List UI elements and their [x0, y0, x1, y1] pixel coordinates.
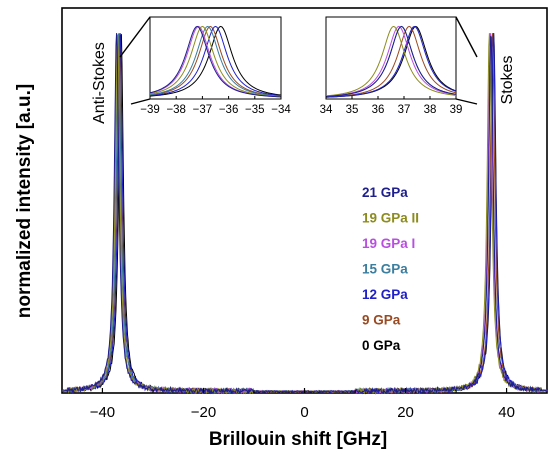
- legend-entry: 9 GPa: [362, 313, 401, 328]
- legend-entry: 0 GPa: [362, 338, 401, 353]
- inset-tick-label: 34: [320, 104, 333, 116]
- inset-tick-label: −34: [271, 104, 291, 116]
- inset2-series-group: [325, 25, 457, 98]
- inset-tick-label: 36: [372, 104, 385, 116]
- x-tick-label: 40: [498, 404, 515, 421]
- inset1-connector-top: [119, 16, 151, 58]
- legend-entry: 12 GPa: [362, 287, 408, 302]
- legend-entry: 15 GPa: [362, 262, 408, 277]
- series-line: [61, 33, 548, 395]
- x-tick-label: 0: [300, 404, 308, 421]
- y-axis-label: normalized intensity [a.u.]: [14, 84, 35, 318]
- inset-tick-label: 38: [424, 104, 437, 116]
- inset-tick-label: −38: [166, 104, 186, 116]
- inset-series-line: [149, 25, 282, 98]
- inset-series-line: [325, 25, 457, 97]
- inset1-connector-bottom: [130, 98, 151, 105]
- inset-tick-label: 37: [398, 104, 411, 116]
- inset-tick-label: 39: [450, 104, 463, 116]
- inset-tick-label: −35: [245, 104, 265, 116]
- inset-tick-label: −37: [193, 104, 213, 116]
- series-line: [61, 33, 548, 395]
- series-line: [61, 33, 548, 395]
- inset2-connector-top: [455, 16, 478, 58]
- inset-series-line: [325, 25, 457, 98]
- inset2-frame: [325, 16, 457, 100]
- stokes-label: Stokes: [499, 56, 516, 105]
- x-tick-label: −20: [191, 404, 216, 421]
- inset-series-line: [149, 25, 282, 97]
- x-tick-label: 20: [397, 404, 414, 421]
- inset-series-line: [325, 25, 457, 98]
- inset-series-line: [325, 25, 457, 97]
- series-line: [61, 33, 548, 395]
- legend-entry: 21 GPa: [362, 185, 408, 200]
- inset2-ticks: 34 35 36 37 38 39: [320, 96, 463, 116]
- inset-series-line: [149, 25, 282, 97]
- inset2-connector-bottom: [455, 98, 478, 105]
- x-ticks: −40 −20 0 20 40: [90, 388, 515, 421]
- inset-series-line: [149, 25, 282, 97]
- plot-frame: [61, 7, 548, 394]
- x-axis-label: Brillouin shift [GHz]: [209, 429, 387, 450]
- inset-tick-label: 35: [346, 104, 359, 116]
- main-series-group: [61, 33, 548, 395]
- legend-entry: 19 GPa I: [362, 236, 415, 251]
- inset1-series-group: [149, 25, 282, 98]
- series-line: [61, 33, 548, 395]
- inset1-ticks: −39 −38 −37 −36 −35 −34: [140, 96, 291, 116]
- anti-stokes-label: Anti-Stokes: [91, 42, 108, 124]
- series-line: [61, 33, 548, 395]
- inset-tick-label: −36: [219, 104, 239, 116]
- legend-entry: 19 GPa II: [362, 211, 419, 226]
- series-line: [61, 33, 548, 395]
- inset-tick-label: −39: [140, 104, 160, 116]
- x-tick-label: −40: [90, 404, 115, 421]
- legend: 21 GPa 19 GPa II 19 GPa I 15 GPa 12 GPa 9 GPa…: [362, 185, 419, 353]
- inset-series-line: [149, 25, 282, 98]
